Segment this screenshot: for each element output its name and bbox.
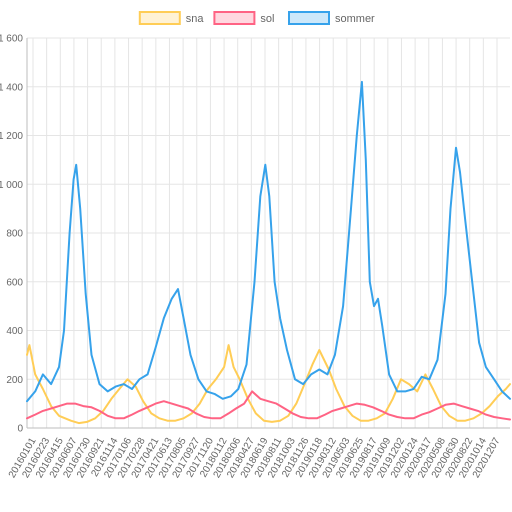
legend-label: sol	[260, 13, 274, 25]
legend-label: sna	[186, 13, 205, 25]
legend-swatch	[138, 11, 181, 25]
series-line-sommer	[26, 80, 511, 403]
y-tick-label: 800	[6, 229, 23, 240]
y-tick-label: 1 000	[0, 180, 23, 191]
legend-swatch	[288, 11, 330, 25]
y-axis: 0 200 400 600 800 1 000 1 200 1 400 1 600	[0, 34, 23, 435]
grid	[26, 37, 510, 429]
series-line-sna	[26, 344, 511, 425]
legend-item-sol[interactable]: sol	[213, 11, 274, 25]
y-tick-label: 600	[6, 277, 23, 288]
legend-item-sna[interactable]: sna	[138, 11, 205, 25]
y-tick-label: 0	[17, 424, 23, 435]
y-tick-label: 1 400	[0, 82, 23, 93]
y-tick-label: 1 200	[0, 131, 23, 142]
series-line-sol	[26, 390, 511, 421]
y-tick-label: 200	[6, 375, 23, 386]
y-tick-label: 1 600	[0, 34, 23, 45]
legend: sna sol sommer	[138, 11, 375, 25]
legend-swatch	[213, 11, 256, 25]
legend-item-sommer[interactable]: sommer	[288, 11, 375, 25]
y-tick-label: 400	[6, 326, 23, 337]
x-axis: 2016010120160223201604152016060720160730…	[7, 436, 503, 480]
series-group	[26, 80, 511, 425]
legend-label: sommer	[335, 13, 375, 25]
